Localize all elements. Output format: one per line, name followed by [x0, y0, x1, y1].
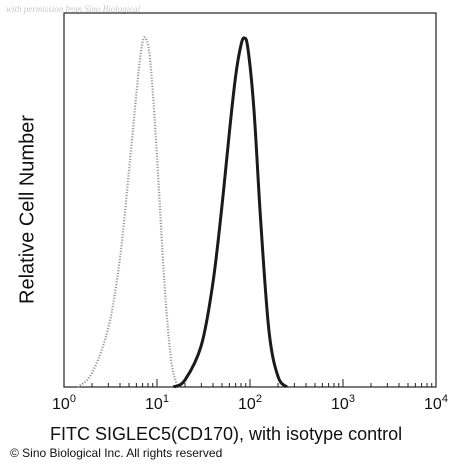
x-axis-label: FITC SIGLEC5(CD170), with isotype contro… [50, 424, 403, 444]
x-tick-label: 103 [331, 393, 355, 413]
x-tick-label: 102 [238, 393, 262, 413]
y-axis-label: Relative Cell Number [16, 115, 39, 304]
x-tick-label: 101 [145, 393, 169, 413]
copyright-text: © Sino Biological Inc. All rights reserv… [10, 446, 223, 460]
x-tick-label: 100 [52, 393, 76, 413]
watermark-text: with permission from Sino Biological [6, 4, 141, 14]
x-tick-label: 104 [424, 393, 448, 413]
siglec5-curve [172, 36, 289, 389]
isotype-control-curve [76, 36, 182, 388]
